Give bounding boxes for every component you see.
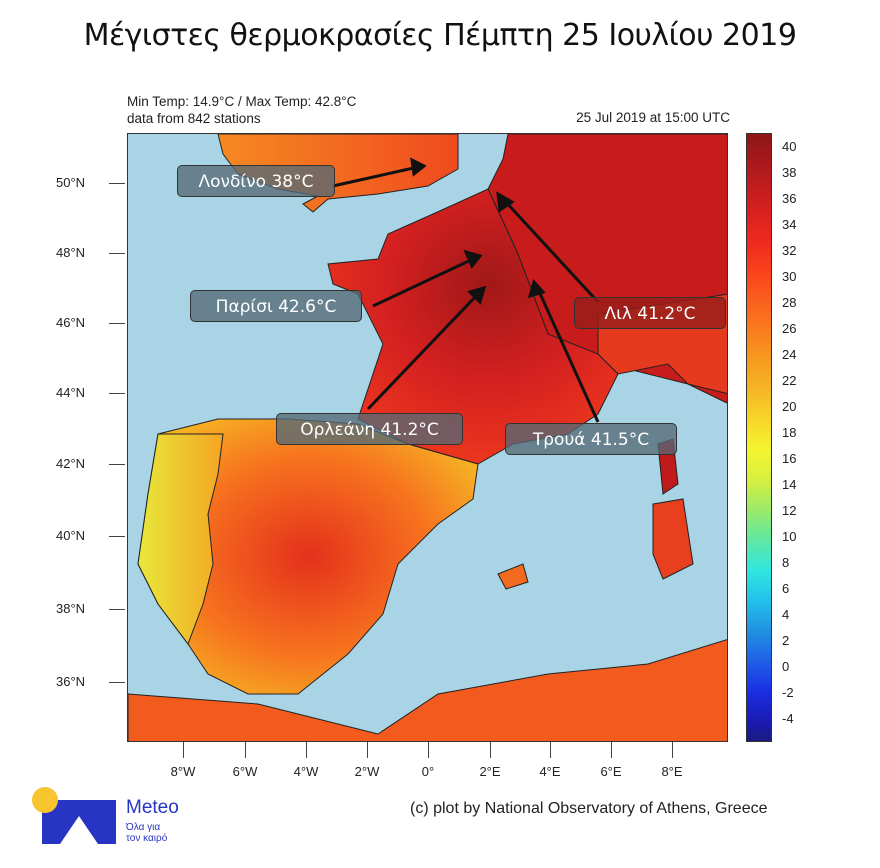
lon-tick: 2°E [479, 764, 501, 779]
colorbar-label: 32 [782, 243, 797, 258]
colorbar-label: 14 [782, 477, 797, 492]
page-title: Μέγιστες θερμοκρασίες Πέμπτη 25 Ιουλίου … [83, 18, 797, 53]
colorbar-label: 34 [782, 217, 797, 232]
lon-tick: 2°W [354, 764, 380, 779]
colorbar-label: 18 [782, 425, 797, 440]
colorbar-label: 4 [782, 607, 790, 622]
colorbar-label: 30 [782, 269, 797, 284]
colorbar-label: -4 [782, 711, 794, 726]
colorbar-label: 40 [782, 139, 797, 154]
colorbar-label: 38 [782, 165, 797, 180]
lat-tick: 50°N [56, 175, 125, 190]
lon-tick: 0° [421, 764, 435, 779]
callout-paris: Παρίσι 42.6°C [190, 290, 362, 322]
map-timestamp: 25 Jul 2019 at 15:00 UTC [576, 110, 730, 125]
lat-tick: 38°N [56, 601, 125, 616]
lat-tick: 48°N [56, 245, 125, 260]
colorbar-label: 10 [782, 529, 797, 544]
colorbar-label: -2 [782, 685, 794, 700]
lat-tick: 42°N [56, 456, 125, 471]
lon-tick: 6°W [232, 764, 258, 779]
lon-tick: 8°E [661, 764, 683, 779]
lon-tick: 6°E [600, 764, 622, 779]
callout-troyes: Τρουά 41.5°C [505, 423, 677, 455]
colorbar-label: 26 [782, 321, 797, 336]
lat-tick: 46°N [56, 315, 125, 330]
station-count: data from 842 stations [127, 111, 261, 126]
callout-lille: Λιλ 41.2°C [574, 297, 726, 329]
temperature-colorbar [746, 133, 772, 742]
min-max-temp: Min Temp: 14.9°C / Max Temp: 42.8°C [127, 94, 357, 109]
colorbar-label: 28 [782, 295, 797, 310]
colorbar-label: 20 [782, 399, 797, 414]
map-info: Min Temp: 14.9°C / Max Temp: 42.8°C data… [127, 93, 356, 127]
logo-tagline: Όλα για τον καιρό [126, 822, 168, 844]
callout-london: Λονδίνο 38°C [177, 165, 335, 197]
lat-tick: 36°N [56, 674, 125, 689]
colorbar-label: 22 [782, 373, 797, 388]
colorbar-label: 24 [782, 347, 797, 362]
colorbar-label: 16 [782, 451, 797, 466]
callout-orleans: Ορλεάνη 41.2°C [276, 413, 463, 445]
meteo-logo [30, 786, 190, 846]
lat-tick: 40°N [56, 528, 125, 543]
meteo-m-icon [32, 787, 116, 844]
colorbar-label: 6 [782, 581, 790, 596]
lon-tick: 4°W [293, 764, 319, 779]
credit-text: (c) plot by National Observatory of Athe… [410, 800, 768, 817]
colorbar-label: 2 [782, 633, 790, 648]
colorbar-label: 8 [782, 555, 790, 570]
lat-tick: 44°N [56, 385, 125, 400]
colorbar-label: 36 [782, 191, 797, 206]
colorbar-label: 12 [782, 503, 797, 518]
logo-name: Meteo [126, 797, 179, 818]
colorbar-label: 0 [782, 659, 790, 674]
lon-tick: 4°E [539, 764, 561, 779]
lon-tick: 8°W [170, 764, 196, 779]
